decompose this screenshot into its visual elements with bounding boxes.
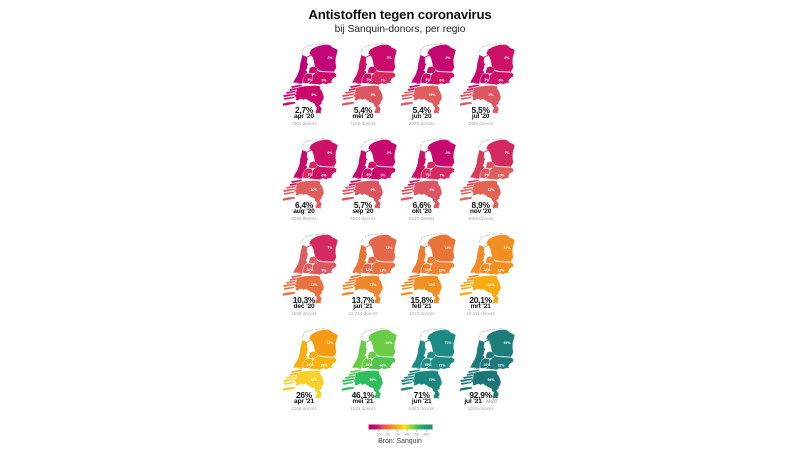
svg-text:10%: 10%: [311, 188, 318, 192]
svg-text:50%: 50%: [369, 378, 376, 382]
svg-text:9%: 9%: [370, 93, 375, 97]
svg-text:24%: 24%: [307, 363, 314, 367]
svg-text:10%: 10%: [307, 268, 314, 272]
svg-text:15%: 15%: [411, 272, 418, 276]
svg-text:44%: 44%: [365, 363, 372, 367]
svg-text:93%: 93%: [483, 363, 490, 367]
svg-text:18%: 18%: [483, 268, 490, 272]
svg-text:7%: 7%: [425, 173, 430, 177]
svg-text:44%: 44%: [352, 367, 359, 371]
svg-text:13%: 13%: [311, 283, 318, 287]
svg-text:19%: 19%: [428, 283, 435, 287]
svg-text:92%: 92%: [470, 367, 477, 371]
svg-text:5%: 5%: [366, 78, 371, 82]
svg-text:6%: 6%: [412, 177, 417, 181]
svg-text:10%: 10%: [428, 93, 435, 97]
svg-text:60: 60: [424, 432, 428, 436]
svg-text:91%: 91%: [503, 341, 510, 345]
svg-text:7%: 7%: [439, 174, 444, 178]
svg-text:10%: 10%: [293, 272, 300, 276]
svg-text:24%: 24%: [487, 283, 494, 287]
svg-text:9%: 9%: [370, 188, 375, 192]
svg-text:2%: 2%: [412, 82, 417, 86]
svg-text:10: 10: [377, 432, 381, 436]
svg-text:7%: 7%: [328, 246, 333, 250]
svg-text:25%: 25%: [293, 367, 300, 371]
svg-text:9%: 9%: [429, 188, 434, 192]
svg-text:5%: 5%: [425, 78, 430, 82]
svg-text:71%: 71%: [438, 364, 445, 368]
svg-text:71%: 71%: [444, 341, 451, 345]
svg-text:6%: 6%: [439, 79, 444, 83]
svg-text:6%: 6%: [498, 79, 503, 83]
svg-text:14%: 14%: [444, 246, 451, 250]
svg-text:4%: 4%: [471, 82, 476, 86]
svg-text:11%: 11%: [487, 188, 494, 192]
svg-text:16%: 16%: [424, 268, 431, 272]
svg-text:5%: 5%: [312, 93, 317, 97]
svg-text:40: 40: [405, 432, 409, 436]
svg-text:14%: 14%: [352, 272, 359, 276]
svg-text:16%: 16%: [438, 269, 445, 273]
svg-text:1%: 1%: [294, 82, 299, 86]
svg-text:6%: 6%: [328, 151, 333, 155]
svg-text:9%: 9%: [484, 173, 489, 177]
svg-text:26%: 26%: [321, 364, 328, 368]
svg-text:8%: 8%: [471, 177, 476, 181]
svg-text:4%: 4%: [353, 177, 358, 181]
svg-text:31%: 31%: [311, 378, 318, 382]
svg-text:5%: 5%: [380, 174, 385, 178]
svg-text:5%: 5%: [322, 79, 327, 83]
svg-text:92%: 92%: [497, 364, 504, 368]
svg-text:7%: 7%: [380, 79, 385, 83]
svg-text:17%: 17%: [369, 283, 376, 287]
svg-text:4%: 4%: [445, 151, 450, 155]
svg-text:71%: 71%: [411, 367, 418, 371]
svg-text:20: 20: [386, 432, 390, 436]
svg-text:19%: 19%: [497, 269, 504, 273]
svg-text:2%: 2%: [328, 56, 333, 60]
svg-text:3%: 3%: [445, 56, 450, 60]
svg-text:10%: 10%: [497, 174, 504, 178]
svg-text:19%: 19%: [503, 246, 510, 250]
svg-text:9%: 9%: [322, 269, 327, 273]
svg-text:69%: 69%: [424, 363, 431, 367]
svg-text:4%: 4%: [386, 151, 391, 155]
svg-text:6%: 6%: [322, 174, 327, 178]
svg-text:44%: 44%: [385, 341, 392, 345]
svg-text:94%: 94%: [487, 378, 494, 382]
svg-text:7%: 7%: [504, 151, 509, 155]
svg-text:5%: 5%: [294, 177, 299, 181]
svg-text:5%: 5%: [308, 78, 313, 82]
svg-text:30: 30: [396, 432, 400, 436]
svg-text:73%: 73%: [428, 378, 435, 382]
svg-text:12%: 12%: [365, 268, 372, 272]
svg-text:7%: 7%: [308, 173, 313, 177]
svg-text:12%: 12%: [385, 246, 392, 250]
svg-text:6%: 6%: [504, 56, 509, 60]
svg-text:13%: 13%: [379, 269, 386, 273]
svg-text:18%: 18%: [470, 272, 477, 276]
svg-text:50: 50: [415, 432, 419, 436]
svg-text:23%: 23%: [327, 341, 334, 345]
svg-text:46%: 46%: [379, 364, 386, 368]
svg-text:5%: 5%: [386, 56, 391, 60]
svg-text:5%: 5%: [484, 78, 489, 82]
svg-text:6%: 6%: [366, 173, 371, 177]
svg-text:9%: 9%: [488, 93, 493, 97]
svg-text:6%: 6%: [353, 82, 358, 86]
